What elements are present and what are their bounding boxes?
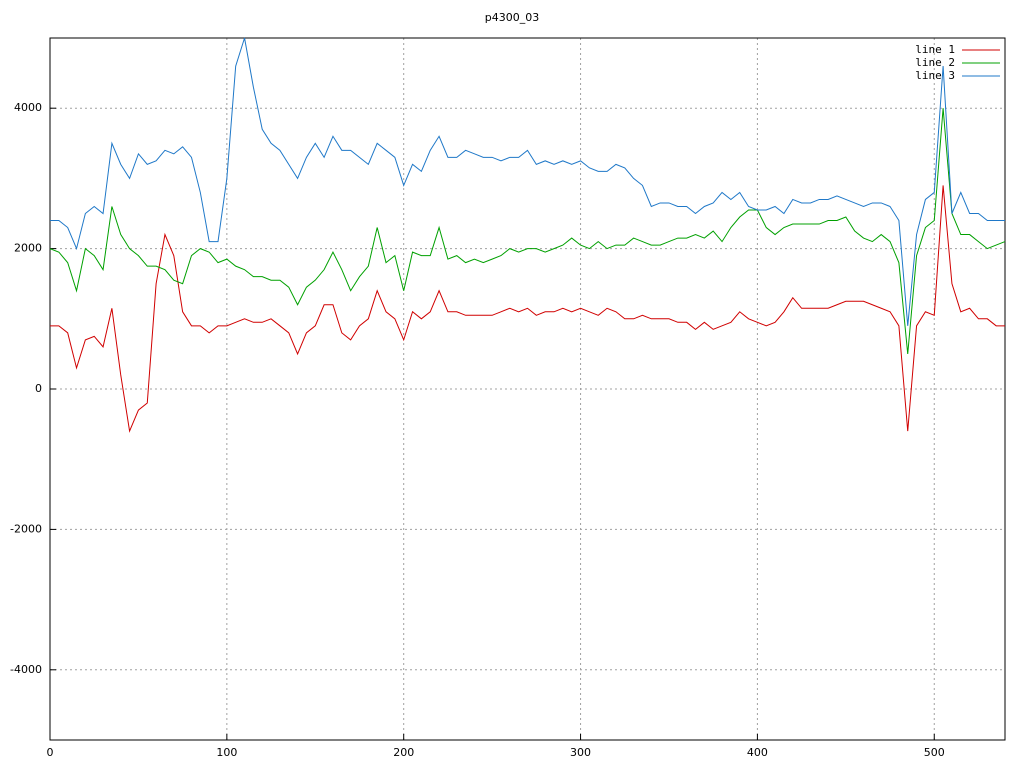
chart-title: p4300_03 — [485, 11, 539, 24]
y-tick-label: 2000 — [14, 242, 42, 255]
x-tick-label: 500 — [924, 746, 945, 759]
y-tick-label: 4000 — [14, 101, 42, 114]
x-tick-label: 100 — [216, 746, 237, 759]
y-tick-label: -2000 — [10, 522, 42, 535]
series-line — [50, 185, 1005, 433]
legend-label: line 2 — [915, 56, 955, 69]
legend-label: line 1 — [915, 43, 955, 56]
series-line — [50, 37, 1005, 326]
x-tick-label: 200 — [393, 746, 414, 759]
series-line — [49, 108, 1006, 354]
y-tick-label: 0 — [35, 382, 42, 395]
x-tick-label: 0 — [47, 746, 54, 759]
x-tick-label: 400 — [747, 746, 768, 759]
y-tick-label: -4000 — [10, 663, 42, 676]
legend-label: line 3 — [915, 69, 955, 82]
plot-frame — [49, 37, 1006, 741]
x-tick-label: 300 — [570, 746, 591, 759]
